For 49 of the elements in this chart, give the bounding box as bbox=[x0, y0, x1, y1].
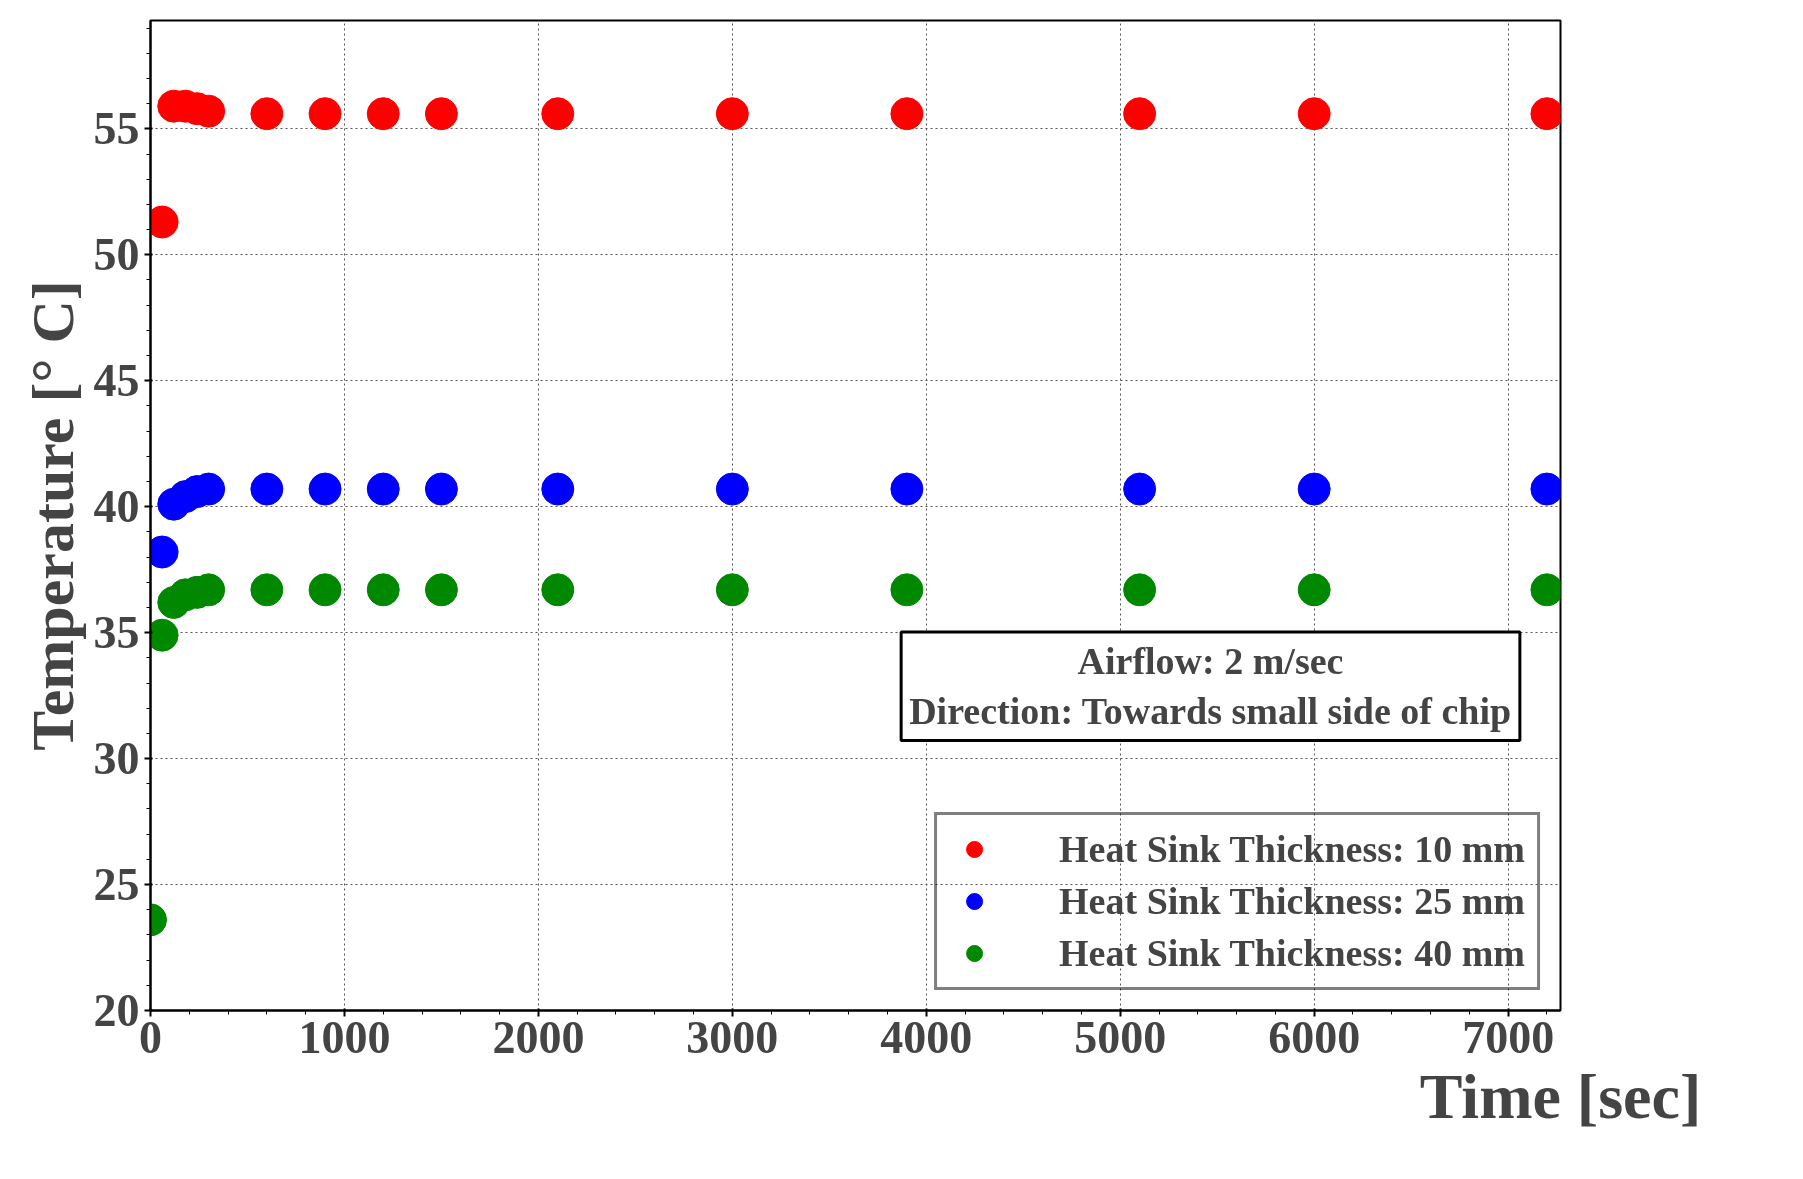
point bbox=[1297, 472, 1331, 506]
x-tick-label: 3000 bbox=[686, 1011, 779, 1063]
point bbox=[366, 573, 400, 607]
annotation: Airflow: 2 m/sec Direction: Towards small side of chip bbox=[909, 640, 1512, 733]
point bbox=[308, 472, 342, 506]
y-tick-label: 25 bbox=[93, 859, 140, 911]
y-tick-label: 40 bbox=[93, 481, 140, 533]
legend-label: Heat Sink Thickness: 10 mm bbox=[1059, 827, 1525, 871]
legend-label: Heat Sink Thickness: 40 mm bbox=[1059, 931, 1525, 975]
point bbox=[366, 97, 400, 131]
x-tick-label: 6000 bbox=[1268, 1011, 1361, 1063]
point bbox=[250, 97, 284, 131]
point bbox=[541, 472, 575, 506]
point bbox=[890, 573, 924, 607]
x-tick-label: 4000 bbox=[880, 1011, 973, 1063]
point bbox=[715, 472, 749, 506]
y-tick-label: 35 bbox=[93, 607, 140, 659]
y-tick-label: 30 bbox=[93, 733, 140, 785]
x-tick-label: 2000 bbox=[492, 1011, 585, 1063]
point bbox=[890, 97, 924, 131]
legend-label: Heat Sink Thickness: 25 mm bbox=[1059, 879, 1525, 923]
x-tick-label: 1000 bbox=[298, 1011, 391, 1063]
point bbox=[308, 573, 342, 607]
y-tick-label: 55 bbox=[93, 103, 140, 155]
point bbox=[366, 472, 400, 506]
point bbox=[308, 97, 342, 131]
y-tick-label: 20 bbox=[93, 985, 140, 1036]
y-tick-label: 50 bbox=[93, 229, 140, 281]
x-tick-label: 5000 bbox=[1074, 1011, 1167, 1063]
point bbox=[1297, 573, 1331, 607]
point bbox=[1297, 97, 1331, 131]
point bbox=[541, 97, 575, 131]
point bbox=[541, 573, 575, 607]
point bbox=[424, 97, 458, 131]
point bbox=[250, 472, 284, 506]
x-axis-title: Time [sec] bbox=[1419, 1060, 1702, 1132]
point bbox=[1123, 472, 1157, 506]
point bbox=[424, 472, 458, 506]
point bbox=[1123, 573, 1157, 607]
point bbox=[1123, 97, 1157, 131]
y-tick-label: 45 bbox=[93, 355, 140, 407]
y-axis-title: Temperature [° C] bbox=[19, 280, 86, 751]
point bbox=[250, 573, 284, 607]
x-tick-label: 0 bbox=[139, 1011, 162, 1063]
x-tick-label: 7000 bbox=[1462, 1011, 1555, 1063]
point bbox=[890, 472, 924, 506]
point bbox=[715, 573, 749, 607]
point bbox=[424, 573, 458, 607]
point bbox=[715, 97, 749, 131]
